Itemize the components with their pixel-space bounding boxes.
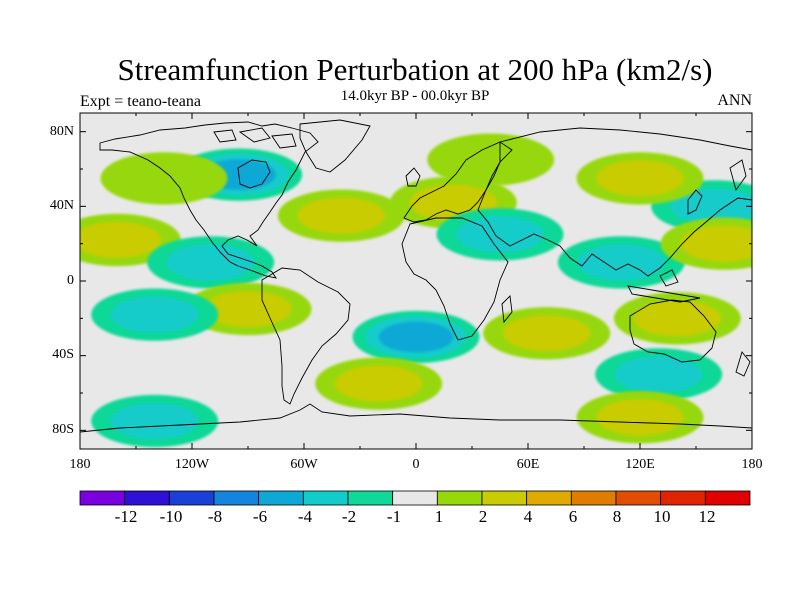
lon-tick-label: 180 [741,457,763,472]
coast-antarctica [80,403,752,433]
contour-region [297,197,386,234]
contour-region [577,244,666,281]
chart-title: Streamfunction Perturbation at 200 hPa (… [117,52,713,87]
colorbar-label: -2 [341,507,357,526]
coastlines [80,119,752,433]
colorbar-swatch [526,490,572,506]
colorbar-label: 8 [612,507,622,526]
contour-region [633,300,722,337]
colorbar-swatch [124,490,170,506]
contour-region [670,188,752,225]
experiment-label: Expt = teano-teana [80,93,201,110]
coast-arctic-islands [213,127,297,149]
colorbar-label: -10 [159,507,183,526]
season-label: ANN [717,92,752,109]
lon-tick-label: 60E [516,457,540,472]
coast-hudson-bay [237,159,271,189]
colorbar-label: -4 [297,507,313,526]
chart-subtitle: 14.0kyr BP - 00.0kyr BP [340,88,490,104]
contour-region [110,402,199,440]
colorbar-label: 1 [434,507,444,526]
colorbar-label: -6 [252,507,268,526]
coast-madagascar [501,295,513,324]
axis-ticks [79,113,753,449]
lon-tick-label: 0 [412,457,420,472]
contour-region [680,225,752,262]
contour-region [596,160,684,197]
contour-region [334,365,423,402]
colorbar-swatch [570,490,617,506]
coast-africa [401,217,509,341]
colorbar-label: 4 [523,507,533,526]
lon-tick-label: 180 [69,457,91,472]
colorbar-swatch [660,490,706,506]
colorbar-label: -8 [207,507,223,526]
colorbar-swatch [392,490,438,506]
coast-indonesia [627,269,701,303]
colorbar-swatch [481,490,528,506]
coast-greenland [299,119,371,173]
colorbar-label: 6 [568,507,578,526]
contour-region [100,152,228,205]
contour-region [80,221,162,258]
colorbar-swatch [79,490,126,506]
coast-australia [629,299,717,363]
lon-tick-label: 60W [290,457,318,472]
colorbar-swatch [302,490,349,506]
coast-south-america [261,267,351,405]
lat-tick-label: 80N [49,124,74,139]
lat-tick-label: 40N [49,198,74,213]
colorbar-label: 2 [478,507,488,526]
colorbar-swatch [436,490,483,506]
lon-tick-label: 120W [174,457,210,472]
colorbar-swatch [704,490,751,506]
coast-kamchatka [729,159,747,192]
coast-uk [405,167,421,187]
colorbar [79,490,751,506]
lat-tick-label: 80S [52,422,74,437]
colorbar-swatch [615,490,662,506]
contour-region [456,216,544,253]
colorbar-swatch [258,490,304,506]
colorbar-swatch [168,490,215,506]
contour-region [502,315,591,352]
contour-region [378,321,454,353]
colorbar-label: -1 [386,507,402,526]
contour-region [204,290,292,328]
contour-region [614,356,703,393]
coast-asia [477,127,752,277]
lat-tick-label: 0 [67,273,74,288]
coast-new-zealand [735,351,751,377]
contour-region [110,296,199,333]
coast-north-america [99,121,319,279]
colorbar-label: -12 [114,507,138,526]
lon-tick-label: 120E [625,457,655,472]
contour-region [596,399,684,436]
lat-tick-label: 40S [52,347,74,362]
colorbar-swatch [213,490,260,506]
coast-japan [687,189,703,215]
colorbar-swatch [347,490,394,506]
colorbar-label: 10 [653,507,671,526]
contour-region [427,133,555,186]
contour-region [166,244,255,281]
colorbar-label: 12 [698,507,716,526]
